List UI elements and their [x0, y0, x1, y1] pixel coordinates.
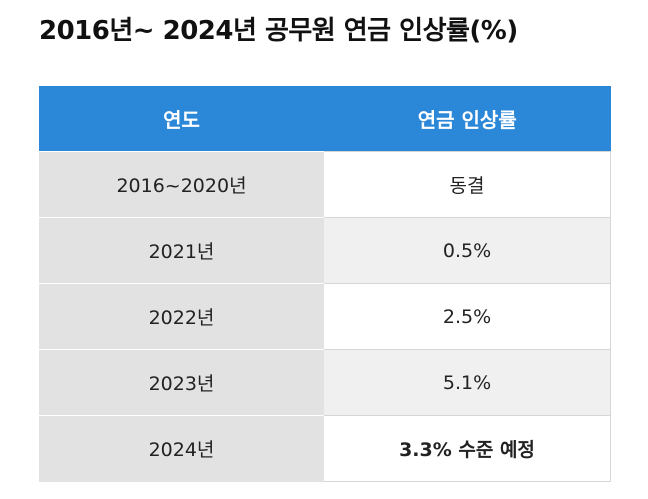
page-title: 2016년~ 2024년 공무원 연금 인상률(%) — [39, 16, 518, 46]
table-row: 2022년 2.5% — [39, 283, 611, 350]
year-cell: 2021년 — [39, 217, 324, 284]
year-cell: 2022년 — [39, 283, 324, 350]
rate-cell-highlighted: 3.3% 수준 예정 — [324, 415, 611, 482]
table-row: 2016~2020년 동결 — [39, 151, 611, 218]
table-row: 2023년 5.1% — [39, 349, 611, 416]
year-cell: 2023년 — [39, 349, 324, 416]
table-row: 2021년 0.5% — [39, 217, 611, 284]
rate-cell: 동결 — [324, 151, 611, 218]
year-cell: 2016~2020년 — [39, 151, 324, 218]
rate-cell: 5.1% — [324, 349, 611, 416]
rate-cell: 0.5% — [324, 217, 611, 284]
year-cell: 2024년 — [39, 415, 324, 482]
rate-cell: 2.5% — [324, 283, 611, 350]
table-header-row: 연도 연금 인상률 — [39, 86, 611, 152]
table-row: 2024년 3.3% 수준 예정 — [39, 415, 611, 482]
column-header-year: 연도 — [39, 86, 324, 152]
pension-rate-table: 연도 연금 인상률 2016~2020년 동결 2021년 0.5% 2022년… — [39, 86, 611, 482]
column-header-rate: 연금 인상률 — [324, 86, 611, 152]
